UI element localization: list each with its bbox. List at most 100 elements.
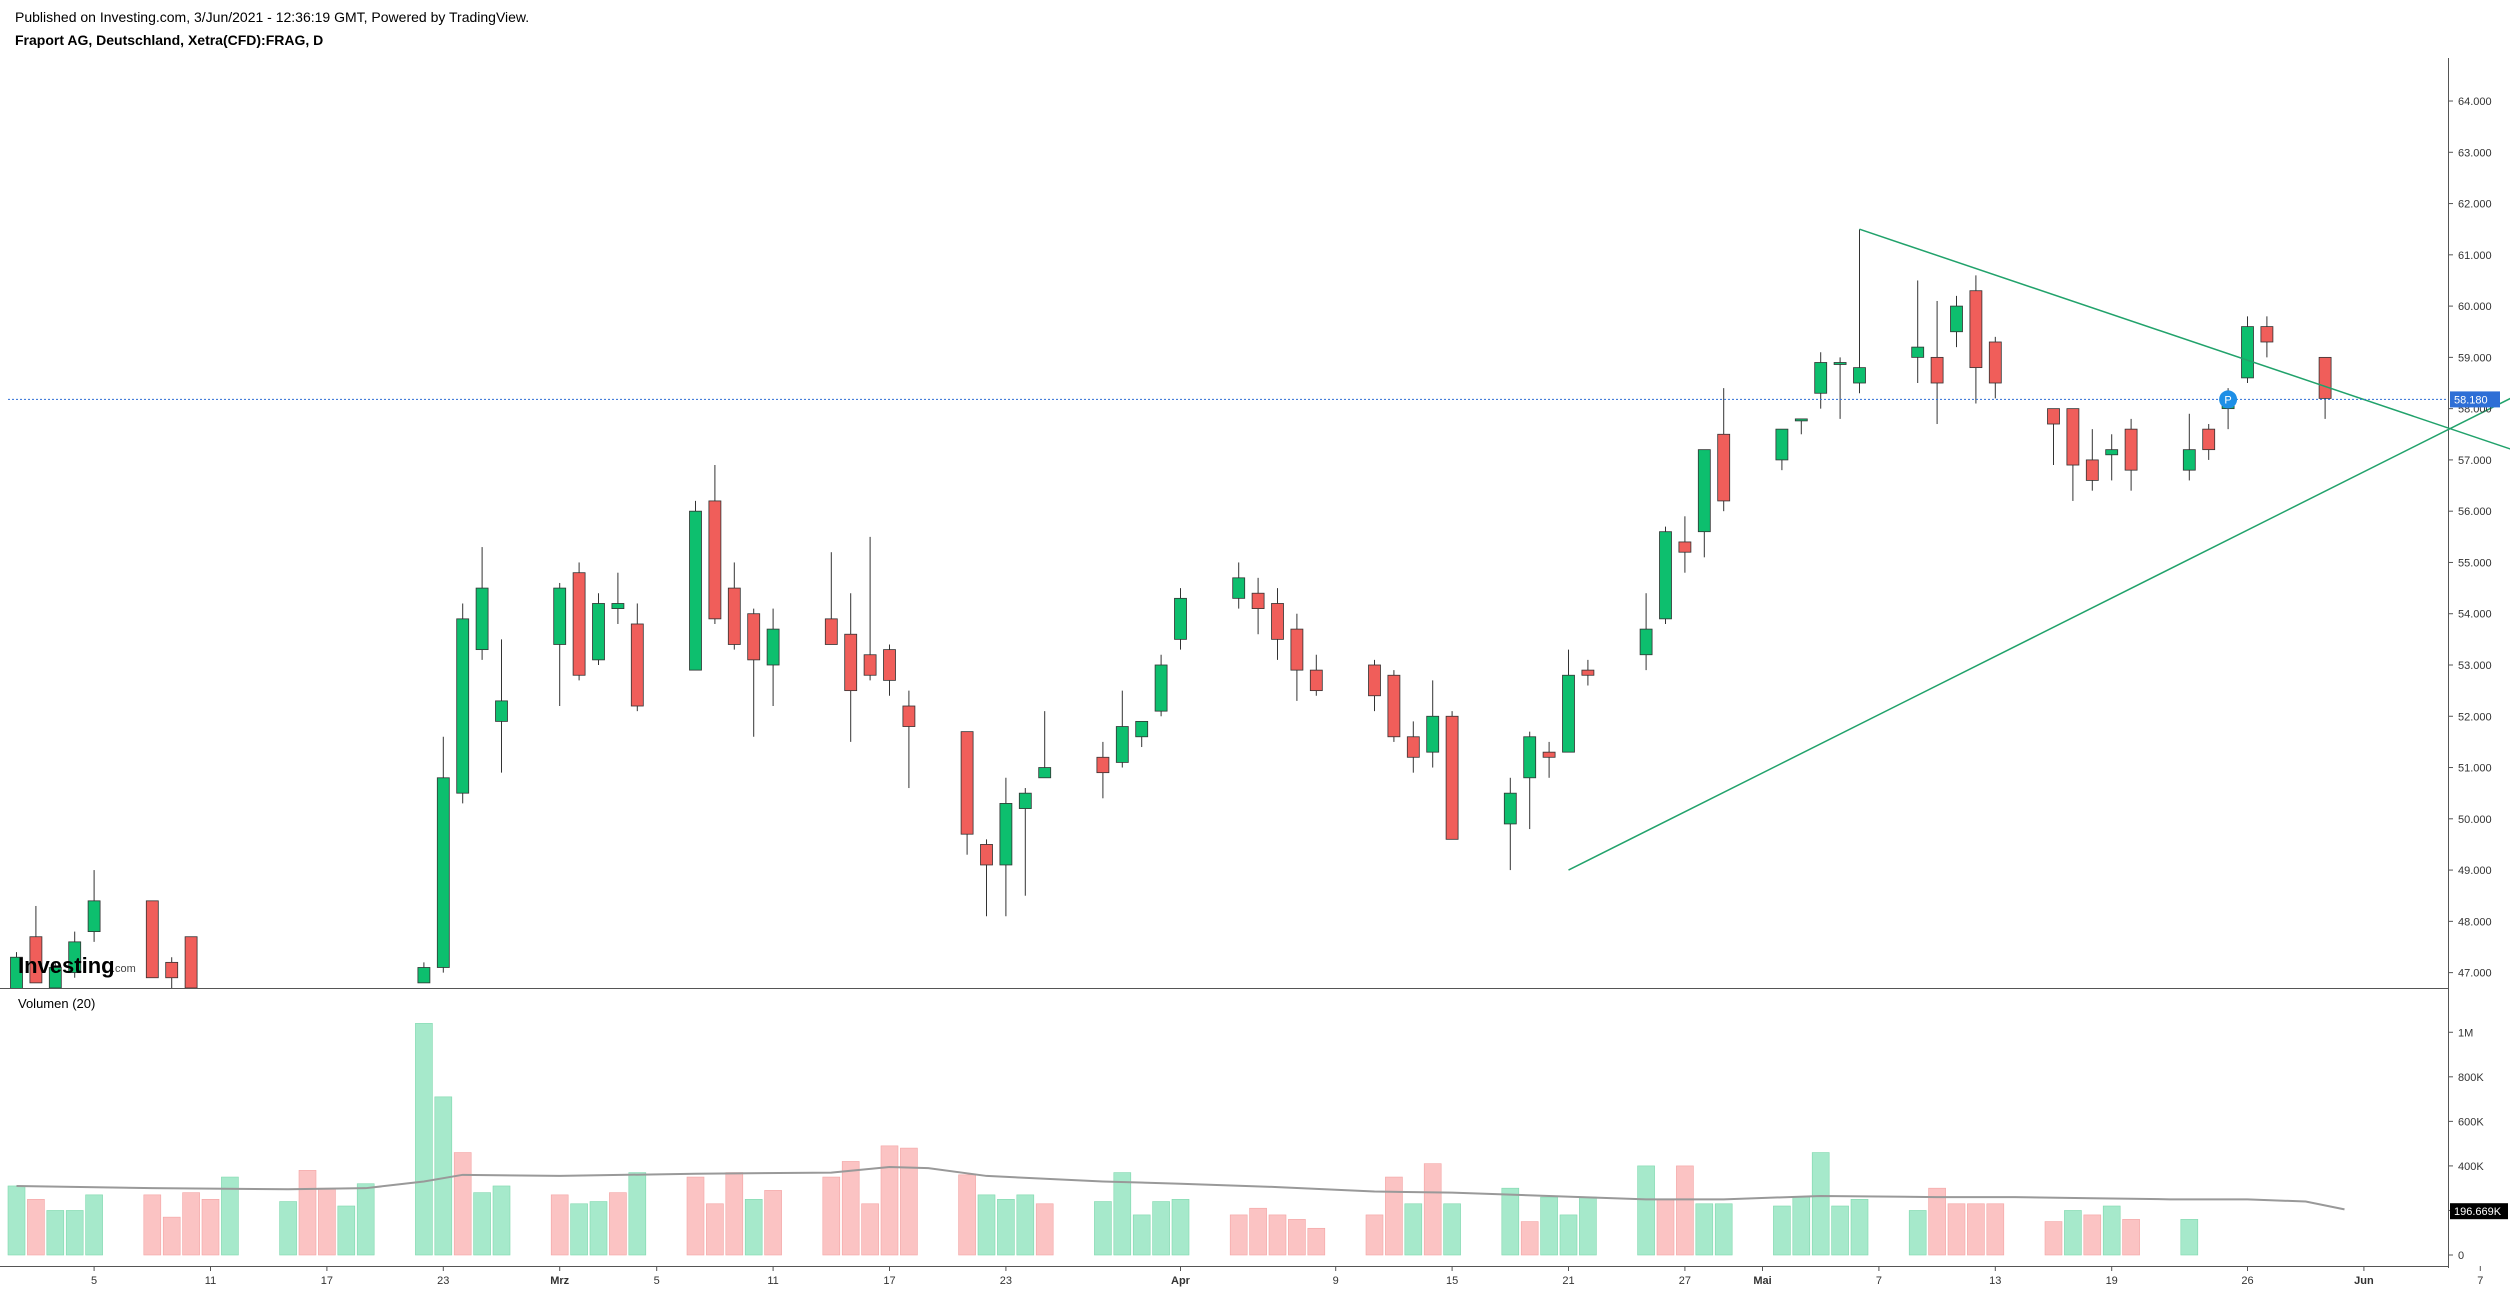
volume-bar [1229,1214,1248,1256]
volume-bar [318,1187,336,1256]
candle-body-down [145,900,159,979]
candle-body-down [1988,341,2002,384]
volume-bar [1947,1203,1966,1256]
volume-bar [822,1176,841,1256]
volume-bar [841,1161,860,1256]
volume-bar [1443,1203,1461,1256]
candle-body-up [436,777,450,968]
candle-body-down [29,936,43,984]
candle-body-up [1639,628,1653,656]
volume-bar [1637,1165,1655,1256]
trendline [1568,397,2510,871]
volume-bar [46,1210,65,1256]
candle-body-up [456,618,470,794]
investing-logo: Investing .com [18,953,136,978]
volume-pane-title: Volumen (20) [18,996,95,1011]
volume-bar [1540,1196,1558,1256]
date-tick-label: Mrz [550,1275,569,1287]
volume-bar [1307,1227,1326,1256]
candle-body-down [727,587,741,645]
candle-body-up [1038,767,1052,779]
marker-circle [2219,390,2238,409]
last-price-badge-text: 58.180 [2454,394,2488,406]
trendline [1859,228,2510,450]
volume-bar [1132,1214,1151,1256]
volume-bar [7,1185,26,1256]
candle-body-down [960,731,974,835]
volume-bar [2122,1219,2140,1256]
candle-body-up [2182,449,2196,471]
candle-body-up [1018,792,1032,809]
volume-bar [1152,1201,1170,1256]
candle-body-down [747,613,761,661]
price-tick-label: 63.000 [2458,147,2492,159]
volume-tick-label: 0 [2458,1250,2464,1262]
volume-bar [977,1194,996,1256]
candle-body-down [824,618,838,645]
date-tick-label: 11 [205,1275,216,1287]
price-tick-label: 53.000 [2458,660,2492,672]
volume-bar [2083,1214,2102,1256]
volume-bar [1579,1196,1597,1256]
candle-body-up [689,510,702,671]
volume-bar [1714,1203,1733,1256]
volume-bar [1094,1201,1112,1256]
candle-body-up [417,967,431,984]
volume-bar [182,1192,200,1256]
date-tick-label: 7 [1876,1275,1882,1287]
date-tick-label: 13 [1989,1275,2001,1287]
price-tick-label: 60.000 [2458,301,2492,313]
candle-body-up [1523,736,1537,779]
date-tick-label: 11 [767,1275,778,1287]
price-tick-label: 57.000 [2458,455,2492,467]
candle-body-down [1290,628,1304,671]
volume-bar [337,1205,356,1256]
candle-body-down [165,961,179,979]
volume-bar [201,1199,220,1256]
volume-bar [550,1194,569,1256]
price-tick-label: 54.000 [2458,609,2492,621]
candle-body-up [592,603,605,661]
candle-body-up [2241,326,2254,379]
volume-bar [1501,1187,1520,1256]
volume-bar [1385,1176,1403,1256]
volume-bar [900,1147,918,1256]
candle-body-up [1503,792,1517,825]
trendlines: P [8,228,2510,871]
candle-body-up [87,900,101,933]
candle-body-down [2085,459,2099,481]
date-tick-label: 7 [2477,1275,2483,1287]
volume-bar [453,1152,472,1256]
volume-tick-label: 600K [2458,1116,2484,1128]
volume-bar [473,1192,491,1256]
candle-body-up [475,587,489,651]
candle-body-down [1717,433,1731,502]
candle-body-up [766,628,780,666]
candle-body-up [1853,367,1866,384]
price-tick-label: 51.000 [2458,763,2492,775]
volume-bar [725,1172,744,1256]
candle-body-up [611,603,625,609]
volume-bar [2064,1210,2082,1256]
volume-bar [2180,1219,2199,1256]
candle-body-down [2047,408,2060,425]
volume-bar [1695,1203,1714,1256]
marker-label: P [2224,394,2231,406]
volume-bar [1908,1210,1927,1256]
price-tick-label: 62.000 [2458,199,2492,211]
candle-body-down [2124,428,2138,471]
volume-bar [1423,1163,1442,1256]
volume-bar [1656,1199,1675,1256]
price-tick-label: 49.000 [2458,865,2492,877]
candle-body-down [1930,356,1944,384]
candle-body-up [1950,305,1963,333]
date-tick-label: 23 [1000,1275,1012,1287]
volume-bar [1928,1187,1946,1256]
candle-body-up [1814,362,1828,394]
candle-body-down [1445,715,1459,840]
volume-bar [744,1199,763,1256]
volume-bar [880,1145,899,1256]
date-tick-label: 17 [321,1275,333,1287]
volume-bar [589,1201,608,1256]
